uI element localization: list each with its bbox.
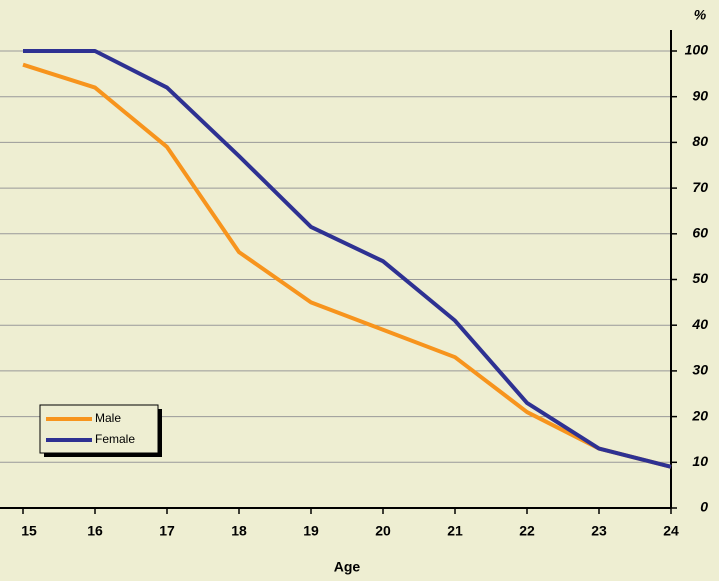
y-tick-label: 50 (692, 270, 708, 286)
y-tick-label: 30 (692, 362, 708, 378)
x-tick-label: 17 (159, 523, 175, 539)
y-axis-label: % (694, 7, 707, 23)
legend (39, 404, 159, 454)
series-line (23, 49, 672, 469)
x-tick-label: 16 (87, 523, 103, 539)
series-line (22, 62, 672, 469)
y-tick-label: 70 (692, 179, 708, 195)
x-axis-label: Age (334, 559, 361, 575)
y-tick-label: 10 (692, 453, 708, 469)
y-tick-label: 100 (685, 42, 709, 58)
y-tick-label: 60 (692, 225, 708, 241)
x-tick-label: 18 (231, 523, 247, 539)
y-tick-label: 0 (700, 499, 708, 515)
legend-label: Female (95, 432, 135, 446)
x-tick-label: 20 (375, 523, 391, 539)
x-tick-label: 22 (519, 523, 535, 539)
x-tick-label: 23 (591, 523, 607, 539)
x-tick-label: 21 (447, 523, 463, 539)
y-tick-label: 20 (691, 407, 708, 423)
y-tick-label: 80 (692, 133, 708, 149)
y-tick-label: 40 (691, 316, 708, 332)
legend-label: Male (95, 411, 121, 425)
x-tick-label: 15 (21, 523, 37, 539)
y-tick-label: 90 (692, 87, 708, 103)
x-tick-label: 24 (663, 523, 679, 539)
x-tick-label: 19 (303, 523, 319, 539)
